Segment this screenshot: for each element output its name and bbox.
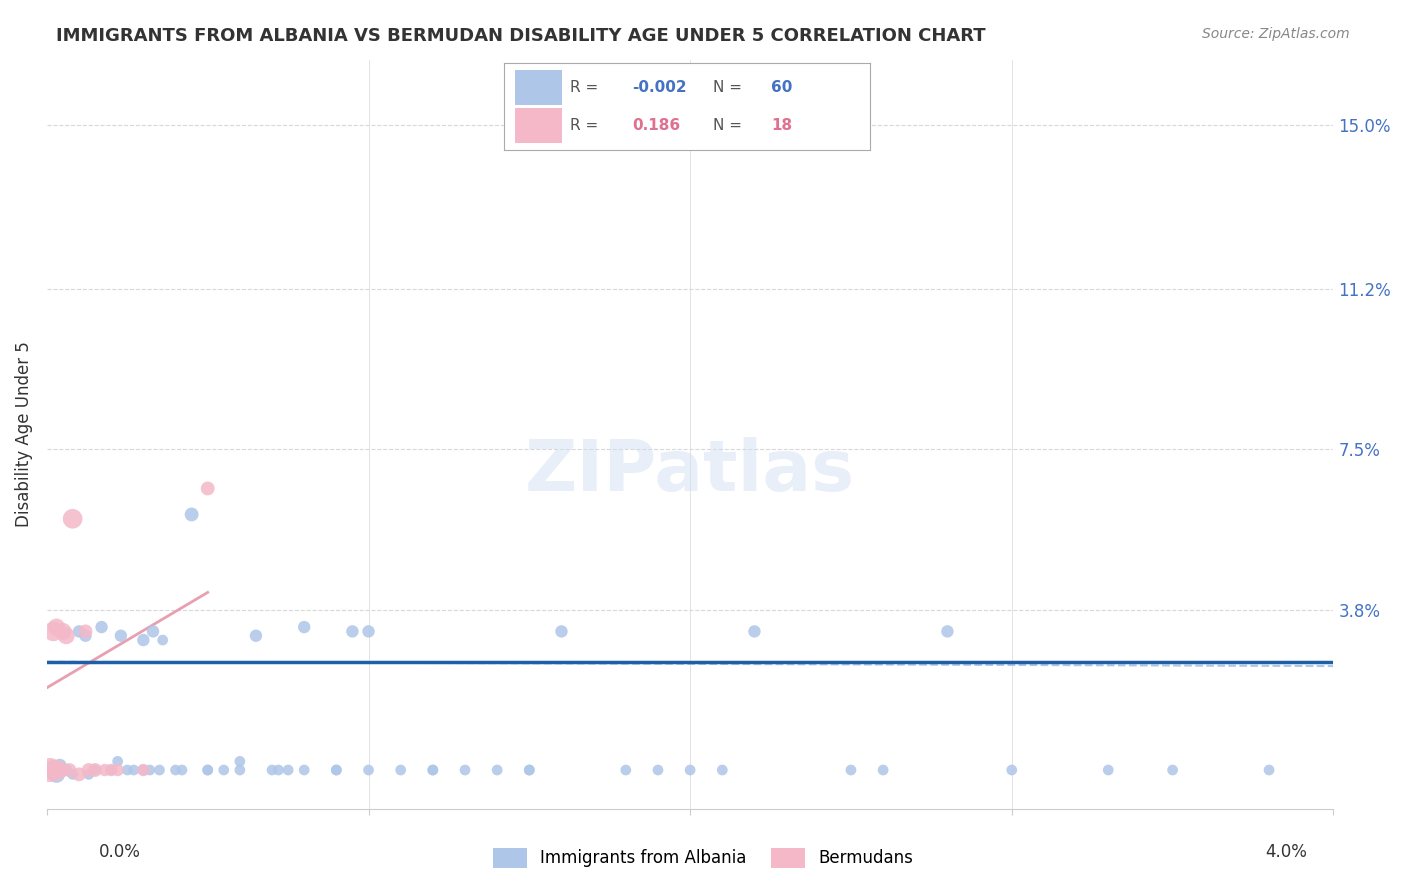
Point: [75, 629, 97, 643]
Point: [197, 763, 219, 777]
Point: [110, 629, 132, 643]
Point: [52, 624, 75, 639]
Point: [62, 767, 84, 781]
Point: [152, 633, 174, 648]
Point: [292, 620, 315, 634]
Point: [132, 763, 155, 777]
Point: [486, 763, 509, 777]
Point: [197, 763, 219, 777]
Point: [42, 624, 65, 639]
Point: [117, 763, 139, 777]
Point: [517, 763, 540, 777]
Point: [744, 624, 766, 639]
Point: [1097, 763, 1119, 777]
Point: [58, 763, 80, 777]
Point: [142, 624, 165, 639]
Point: [55, 629, 77, 643]
Y-axis label: Disability Age Under 5: Disability Age Under 5: [15, 342, 32, 527]
Text: ZIPatlas: ZIPatlas: [524, 437, 855, 507]
Point: [614, 763, 637, 777]
Point: [277, 763, 299, 777]
Point: [357, 624, 380, 639]
Point: [679, 763, 702, 777]
Point: [550, 624, 572, 639]
Point: [267, 763, 290, 777]
Point: [132, 763, 155, 777]
Point: [342, 624, 364, 639]
Point: [197, 482, 219, 496]
Point: [84, 763, 107, 777]
Point: [77, 767, 100, 781]
Point: [1161, 763, 1184, 777]
Point: [148, 763, 170, 777]
Text: IMMIGRANTS FROM ALBANIA VS BERMUDAN DISABILITY AGE UNDER 5 CORRELATION CHART: IMMIGRANTS FROM ALBANIA VS BERMUDAN DISA…: [56, 27, 986, 45]
Point: [42, 763, 65, 777]
Text: Source: ZipAtlas.com: Source: ZipAtlas.com: [1202, 27, 1350, 41]
Point: [100, 763, 122, 777]
Point: [90, 620, 112, 634]
Point: [1258, 763, 1281, 777]
Point: [422, 763, 444, 777]
Text: 4.0%: 4.0%: [1265, 843, 1308, 861]
Point: [94, 763, 117, 777]
Point: [77, 763, 100, 777]
Point: [67, 624, 90, 639]
Point: [67, 767, 90, 781]
Point: [100, 763, 122, 777]
Point: [325, 763, 347, 777]
Point: [229, 755, 252, 769]
Point: [1001, 763, 1024, 777]
Point: [75, 624, 97, 639]
Point: [711, 763, 734, 777]
Point: [122, 763, 145, 777]
Point: [45, 620, 67, 634]
Point: [212, 763, 235, 777]
Point: [647, 763, 669, 777]
Point: [139, 763, 162, 777]
Point: [357, 763, 380, 777]
Point: [170, 763, 193, 777]
Point: [839, 763, 862, 777]
Point: [517, 763, 540, 777]
Point: [45, 767, 67, 781]
Point: [107, 763, 129, 777]
Point: [454, 763, 477, 777]
Point: [84, 763, 107, 777]
Point: [55, 763, 77, 777]
Point: [422, 763, 444, 777]
Point: [245, 629, 267, 643]
Point: [107, 755, 129, 769]
Point: [180, 508, 202, 522]
Point: [936, 624, 959, 639]
Point: [292, 763, 315, 777]
Point: [45, 763, 67, 777]
Point: [62, 512, 84, 526]
Point: [48, 763, 70, 777]
Point: [389, 763, 412, 777]
Point: [132, 633, 155, 648]
Point: [260, 763, 283, 777]
Point: [325, 763, 347, 777]
Point: [229, 763, 252, 777]
Point: [872, 763, 894, 777]
Legend: Immigrants from Albania, Bermudans: Immigrants from Albania, Bermudans: [486, 841, 920, 875]
Point: [165, 763, 187, 777]
Text: 0.0%: 0.0%: [98, 843, 141, 861]
Point: [39, 763, 62, 777]
Point: [48, 758, 70, 772]
